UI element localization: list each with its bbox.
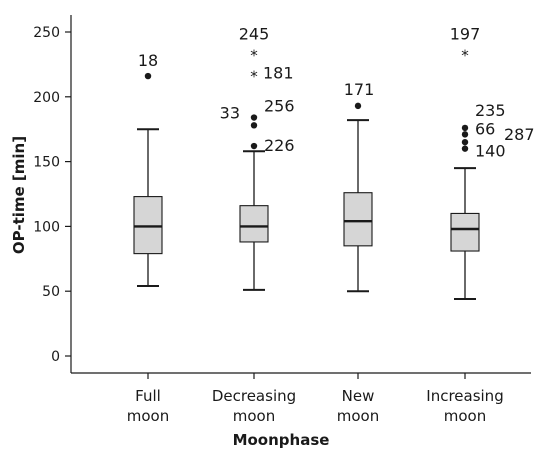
x-tick-label: New	[342, 387, 375, 405]
outlier-label: 33	[220, 104, 240, 123]
y-tick-label: 50	[42, 284, 60, 300]
extreme-star: *	[250, 67, 258, 85]
outlier-dot	[461, 138, 469, 146]
y-tick-label: 100	[33, 219, 60, 235]
y-tick-label: 250	[33, 25, 60, 41]
outlier-dot	[250, 142, 258, 150]
outlier-label: 245	[239, 25, 270, 44]
extreme-star: *	[461, 47, 469, 65]
outlier-dot	[461, 124, 469, 132]
outlier-label: 18	[138, 51, 158, 70]
outlier-label: 66	[475, 119, 495, 138]
x-tick-label: Decreasing	[212, 387, 296, 405]
outlier-dot	[250, 114, 258, 121]
outlier-dot	[461, 145, 469, 152]
outlier-dot	[461, 131, 469, 138]
outlier-label: 226	[264, 136, 295, 155]
x-tick-label: moon	[337, 407, 379, 425]
box-group-2: **	[239, 47, 269, 291]
box-group-1	[133, 72, 163, 288]
outlier-label: 197	[450, 25, 481, 44]
y-tick-label: 0	[51, 349, 60, 365]
box-group-4: *	[450, 47, 480, 300]
y-tick-label: 200	[33, 90, 60, 106]
iqr-box	[343, 192, 373, 247]
outlier-label: 256	[264, 96, 295, 115]
outlier-label: 140	[475, 142, 506, 161]
x-tick-label: moon	[233, 407, 275, 425]
x-tick-label: moon	[127, 407, 169, 425]
y-tick-label: 150	[33, 155, 60, 171]
x-tick-label: Increasing	[426, 387, 503, 405]
y-axis-title: OP-time [min]	[10, 136, 28, 254]
iqr-box	[133, 196, 163, 255]
outlier-label: 287	[504, 125, 535, 144]
outlier-dot	[144, 72, 152, 80]
outlier-dot	[250, 122, 258, 129]
outlier-label: 171	[344, 80, 375, 99]
box-group-3	[343, 102, 373, 293]
iqr-box	[239, 205, 269, 243]
outlier-label: 181	[263, 63, 294, 82]
x-tick-label: Full	[135, 387, 161, 405]
outlier-label: 235	[475, 101, 506, 120]
extreme-star: *	[250, 47, 258, 65]
outlier-dot	[354, 102, 362, 110]
iqr-box	[450, 212, 480, 252]
x-tick-label: moon	[444, 407, 486, 425]
x-axis-title: Moonphase	[233, 431, 330, 449]
axes: 0 50 100 150 200 250 Full moon Decreasing moon New…	[33, 15, 531, 425]
